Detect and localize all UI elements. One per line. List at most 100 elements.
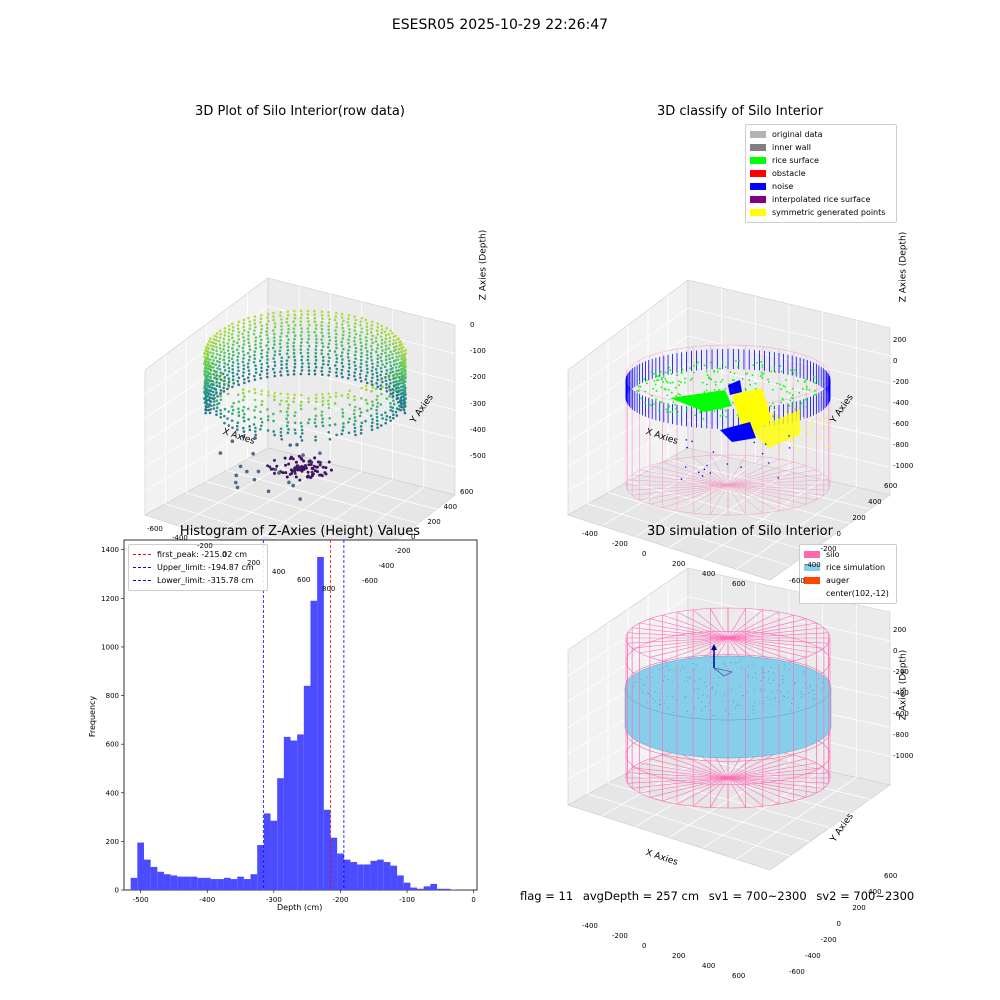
raw-data-point [278, 402, 282, 406]
simulation-rice-mesh-point [791, 702, 793, 704]
raw-data-point [252, 360, 256, 364]
raw-data-point [360, 397, 363, 400]
raw-data-point [266, 464, 270, 468]
histogram-bar [210, 879, 218, 890]
simulation-silo-floor-line [632, 767, 729, 779]
raw-data-point [279, 434, 283, 438]
raw-data-point [342, 319, 345, 323]
raw-data-point [212, 407, 216, 410]
raw-data-point [321, 317, 324, 320]
raw-data-point [353, 339, 356, 343]
simulation-rice-mesh-point [707, 695, 709, 697]
raw-data-point [334, 371, 338, 374]
classify-silo-floor-line [727, 456, 764, 486]
raw-data-point [359, 341, 363, 344]
classify-silo-floor-line [727, 484, 807, 505]
raw-data-point [237, 414, 241, 418]
raw-data-point [223, 376, 227, 379]
raw-data-point [232, 382, 235, 385]
raw-data-point [360, 386, 364, 390]
raw-z-tick: -100 [470, 347, 486, 356]
raw-data-point [376, 385, 380, 389]
classify-legend-entry: rice surface [750, 154, 892, 167]
classify-y-tick: 200 [852, 513, 866, 522]
raw-data-point [353, 405, 357, 409]
raw-data-point [354, 419, 357, 423]
raw-data-point [385, 372, 388, 376]
raw-data-point [231, 329, 235, 333]
simulation-y-tick: -200 [820, 936, 837, 944]
raw-data-point [209, 358, 212, 361]
raw-data-point [242, 343, 246, 346]
raw-data-point [216, 359, 219, 363]
classify-y-tick: -400 [804, 561, 821, 570]
raw-data-point [359, 379, 363, 383]
raw-data-point [320, 320, 324, 324]
histogram-y-axis-label: Frequency [88, 695, 98, 738]
raw-data-point [333, 364, 337, 367]
simulation-rice-mesh-point [808, 692, 810, 694]
raw-data-point [211, 390, 215, 394]
raw-data-point [288, 443, 293, 447]
simulation-rice-mesh-point [716, 690, 718, 692]
classify-rice-point [674, 386, 677, 389]
classify-rice-point [652, 403, 655, 406]
raw-data-point [334, 315, 338, 318]
classify-noise-point [703, 468, 706, 471]
classify-rice-point [692, 371, 695, 374]
raw-data-point [227, 345, 230, 349]
classify-silo-floor-line [710, 484, 729, 515]
raw-data-point [222, 348, 225, 351]
raw-data-point [212, 369, 216, 373]
simulation-silo-top-line [727, 637, 824, 649]
raw-data-point [236, 323, 240, 327]
classify-symmetric-point [778, 447, 781, 450]
raw-data-point [340, 432, 344, 436]
simulation-rice-mesh-point [817, 677, 819, 679]
raw-data-point [284, 463, 288, 467]
histogram-bar [403, 882, 411, 890]
simulation-legend-label: rice simulation [826, 563, 886, 572]
raw-data-point [347, 420, 350, 424]
simulation-rice-mesh-point [780, 691, 782, 693]
classify-silo-floor-line [727, 484, 817, 501]
raw-data-point [215, 380, 218, 384]
raw-data-point [370, 320, 374, 324]
raw-data-point [403, 387, 407, 390]
raw-data-point [358, 372, 362, 376]
raw-data-point [247, 358, 251, 362]
grid-line [736, 777, 857, 860]
raw-data-point [259, 341, 262, 345]
simulation-rice-mesh-point [689, 677, 691, 679]
raw-data-point [347, 373, 351, 377]
raw-data-point [401, 370, 404, 374]
raw-data-point [389, 364, 393, 368]
raw-data-point [347, 338, 350, 342]
raw-data-point [207, 347, 211, 350]
raw-data-point [306, 355, 310, 358]
raw-data-point [360, 316, 364, 320]
raw-data-point [376, 343, 380, 347]
raw-data-point [288, 472, 292, 476]
raw-data-point [359, 355, 363, 358]
raw-data-point [293, 355, 296, 359]
raw-data-point [353, 430, 357, 433]
raw-data-point [241, 360, 245, 364]
raw-data-point [376, 394, 379, 398]
raw-data-point [376, 357, 379, 361]
raw-data-point [231, 378, 235, 382]
raw-data-point [222, 344, 226, 348]
raw-data-point [242, 371, 245, 374]
raw-data-point [366, 371, 369, 374]
simulation-rice-mesh-point [771, 691, 773, 693]
raw-data-point [360, 344, 363, 348]
classify-rice-point [652, 373, 655, 375]
raw-data-point [394, 380, 398, 383]
raw-data-point [341, 337, 345, 340]
raw-data-point [227, 370, 231, 373]
raw-data-point [398, 375, 401, 379]
classify-legend-swatch [750, 157, 766, 164]
raw-data-point [394, 359, 397, 362]
raw-data-point [237, 400, 241, 404]
classify-symmetric-point [796, 427, 799, 429]
